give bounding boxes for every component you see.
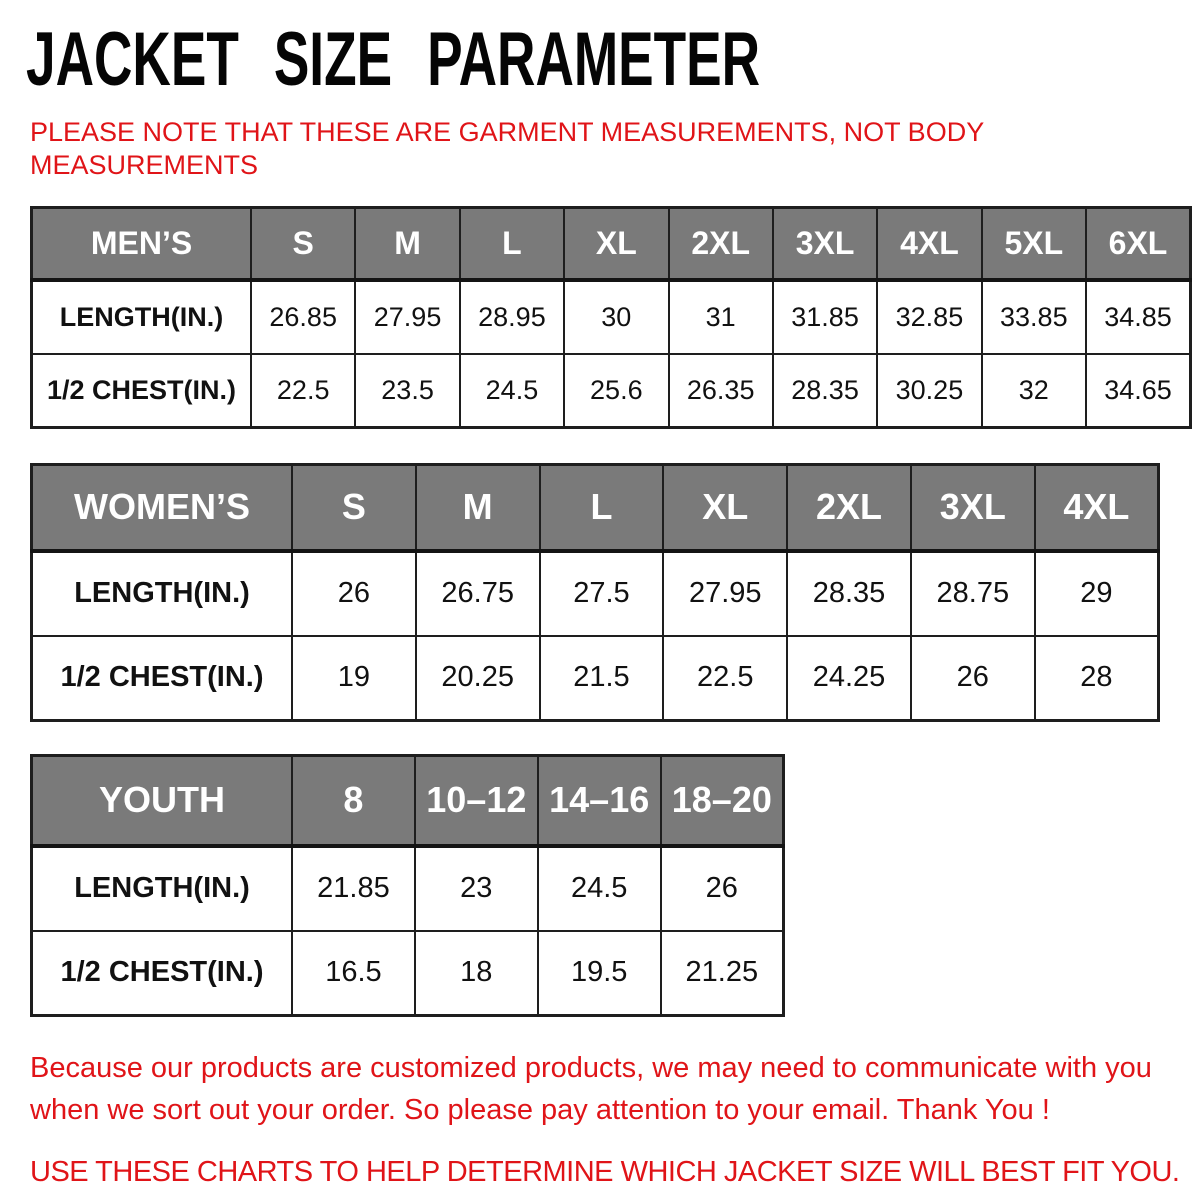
size-header-cell: M <box>354 206 461 282</box>
size-header-cell: 18–20 <box>659 754 785 848</box>
measurement-value-cell: 26.35 <box>667 352 774 429</box>
table-title-cell: YOUTH <box>30 754 293 848</box>
measurement-row: 1/2 CHEST(IN.) 16.5 18 19.5 21.25 <box>30 929 785 1017</box>
measurement-row: 1/2 CHEST(IN.) 19 20.25 21.5 22.5 24.25 26 28 <box>30 634 1160 722</box>
measurement-value-cell: 26 <box>909 634 1036 722</box>
size-header-cell: 2XL <box>786 463 912 553</box>
measurement-value-cell: 28.75 <box>909 549 1036 637</box>
size-header-cell: 4XL <box>876 206 983 282</box>
mens-size-table: MEN’S S M L XL 2XL 3XL 4XL 5XL 6XL LENGTH(IN.) 26.8… <box>30 206 1192 429</box>
measurement-value-cell: 21.85 <box>291 844 416 932</box>
measurement-value-cell: 33.85 <box>980 278 1088 355</box>
measurement-value-cell: 34.65 <box>1085 352 1192 429</box>
measurement-value-cell: 16.5 <box>291 929 416 1017</box>
youth-size-table: YOUTH 8 10–12 14–16 18–20 LENGTH(IN.) 21.85 23 2… <box>30 754 785 1017</box>
size-header-cell: S <box>291 463 417 553</box>
measurement-value-cell: 27.95 <box>662 549 789 637</box>
measurement-value-cell: 32.85 <box>876 278 983 355</box>
size-header-cell: 6XL <box>1085 206 1192 282</box>
note-line-1: PLEASE NOTE THAT THESE ARE GARMENT MEASU… <box>30 117 985 147</box>
size-header-cell: XL <box>563 206 670 282</box>
size-header-cell: 10–12 <box>413 754 539 848</box>
measurement-value-cell: 18 <box>413 929 539 1017</box>
size-header-cell: S <box>249 206 357 282</box>
measurement-value-cell: 24.25 <box>786 634 912 722</box>
page-title-text: JACKET SIZE PARAMETER <box>26 17 761 102</box>
measurement-value-cell: 32 <box>980 352 1088 429</box>
size-header-cell: 3XL <box>909 463 1036 553</box>
size-header-cell: 3XL <box>771 206 879 282</box>
measurement-value-cell: 22.5 <box>662 634 789 722</box>
footer-note-line-1: Because our products are customized prod… <box>30 1052 1152 1084</box>
measurement-label-cell: LENGTH(IN.) <box>30 278 252 355</box>
size-header-cell: 5XL <box>980 206 1088 282</box>
measurement-value-cell: 25.6 <box>563 352 670 429</box>
footer-note-line-2: when we sort out your order. So please p… <box>30 1094 1050 1126</box>
table-title-cell: WOMEN’S <box>30 463 293 553</box>
chart-usage-instruction: USE THESE CHARTS TO HELP DETERMINE WHICH… <box>30 1156 1180 1188</box>
measurement-value-cell: 24.5 <box>458 352 566 429</box>
measurement-value-cell: 34.85 <box>1085 278 1192 355</box>
measurement-label-cell: 1/2 CHEST(IN.) <box>30 929 293 1017</box>
measurement-value-cell: 27.5 <box>538 549 665 637</box>
table-title-cell: MEN’S <box>30 206 252 282</box>
customization-footer-note: Because our products are customized prod… <box>30 1047 1180 1131</box>
size-header-cell: 2XL <box>667 206 774 282</box>
measurement-label-cell: 1/2 CHEST(IN.) <box>30 352 252 429</box>
size-header-cell: 14–16 <box>536 754 662 848</box>
measurement-value-cell: 26.75 <box>414 549 541 637</box>
size-header-cell: M <box>414 463 541 553</box>
measurement-row: LENGTH(IN.) 26 26.75 27.5 27.95 28.35 28.75 29 <box>30 549 1160 637</box>
measurement-row: 1/2 CHEST(IN.) 22.5 23.5 24.5 25.6 26.35 28.35… <box>30 352 1192 429</box>
size-header-cell: 4XL <box>1033 463 1160 553</box>
measurement-label-cell: LENGTH(IN.) <box>30 549 293 637</box>
measurement-value-cell: 21.5 <box>538 634 665 722</box>
measurement-value-cell: 26.85 <box>249 278 357 355</box>
size-header-cell: 8 <box>291 754 416 848</box>
measurement-value-cell: 30 <box>563 278 670 355</box>
measurement-value-cell: 30.25 <box>876 352 983 429</box>
measurement-value-cell: 31 <box>667 278 774 355</box>
measurement-value-cell: 31.85 <box>771 278 879 355</box>
measurement-value-cell: 28 <box>1033 634 1160 722</box>
measurement-value-cell: 23 <box>413 844 539 932</box>
measurement-value-cell: 19.5 <box>536 929 662 1017</box>
womens-size-table: WOMEN’S S M L XL 2XL 3XL 4XL LENGTH(IN.) 26 26.75 2… <box>30 463 1160 722</box>
measurement-label-cell: 1/2 CHEST(IN.) <box>30 634 293 722</box>
measurement-value-cell: 24.5 <box>536 844 662 932</box>
measurement-value-cell: 26 <box>659 844 785 932</box>
measurement-value-cell: 19 <box>291 634 417 722</box>
size-header-cell: XL <box>662 463 789 553</box>
garment-measurement-note: PLEASE NOTE THAT THESE ARE GARMENT MEASU… <box>30 116 990 182</box>
measurement-value-cell: 23.5 <box>354 352 461 429</box>
measurement-value-cell: 21.25 <box>659 929 785 1017</box>
size-header-row: MEN’S S M L XL 2XL 3XL 4XL 5XL 6XL <box>30 206 1192 282</box>
measurement-value-cell: 27.95 <box>354 278 461 355</box>
page-title: JACKET SIZE PARAMETER <box>26 17 1200 102</box>
measurement-value-cell: 28.35 <box>786 549 912 637</box>
measurement-value-cell: 28.95 <box>458 278 566 355</box>
measurement-value-cell: 26 <box>291 549 417 637</box>
measurement-row: LENGTH(IN.) 26.85 27.95 28.95 30 31 31.85 32.85… <box>30 278 1192 355</box>
note-line-2: MEASUREMENTS <box>30 150 259 180</box>
measurement-value-cell: 28.35 <box>771 352 879 429</box>
measurement-value-cell: 29 <box>1033 549 1160 637</box>
size-header-cell: L <box>538 463 665 553</box>
measurement-value-cell: 22.5 <box>249 352 357 429</box>
measurement-label-cell: LENGTH(IN.) <box>30 844 293 932</box>
size-header-row: WOMEN’S S M L XL 2XL 3XL 4XL <box>30 463 1160 553</box>
measurement-row: LENGTH(IN.) 21.85 23 24.5 26 <box>30 844 785 932</box>
size-header-cell: L <box>458 206 566 282</box>
size-header-row: YOUTH 8 10–12 14–16 18–20 <box>30 754 785 848</box>
measurement-value-cell: 20.25 <box>414 634 541 722</box>
